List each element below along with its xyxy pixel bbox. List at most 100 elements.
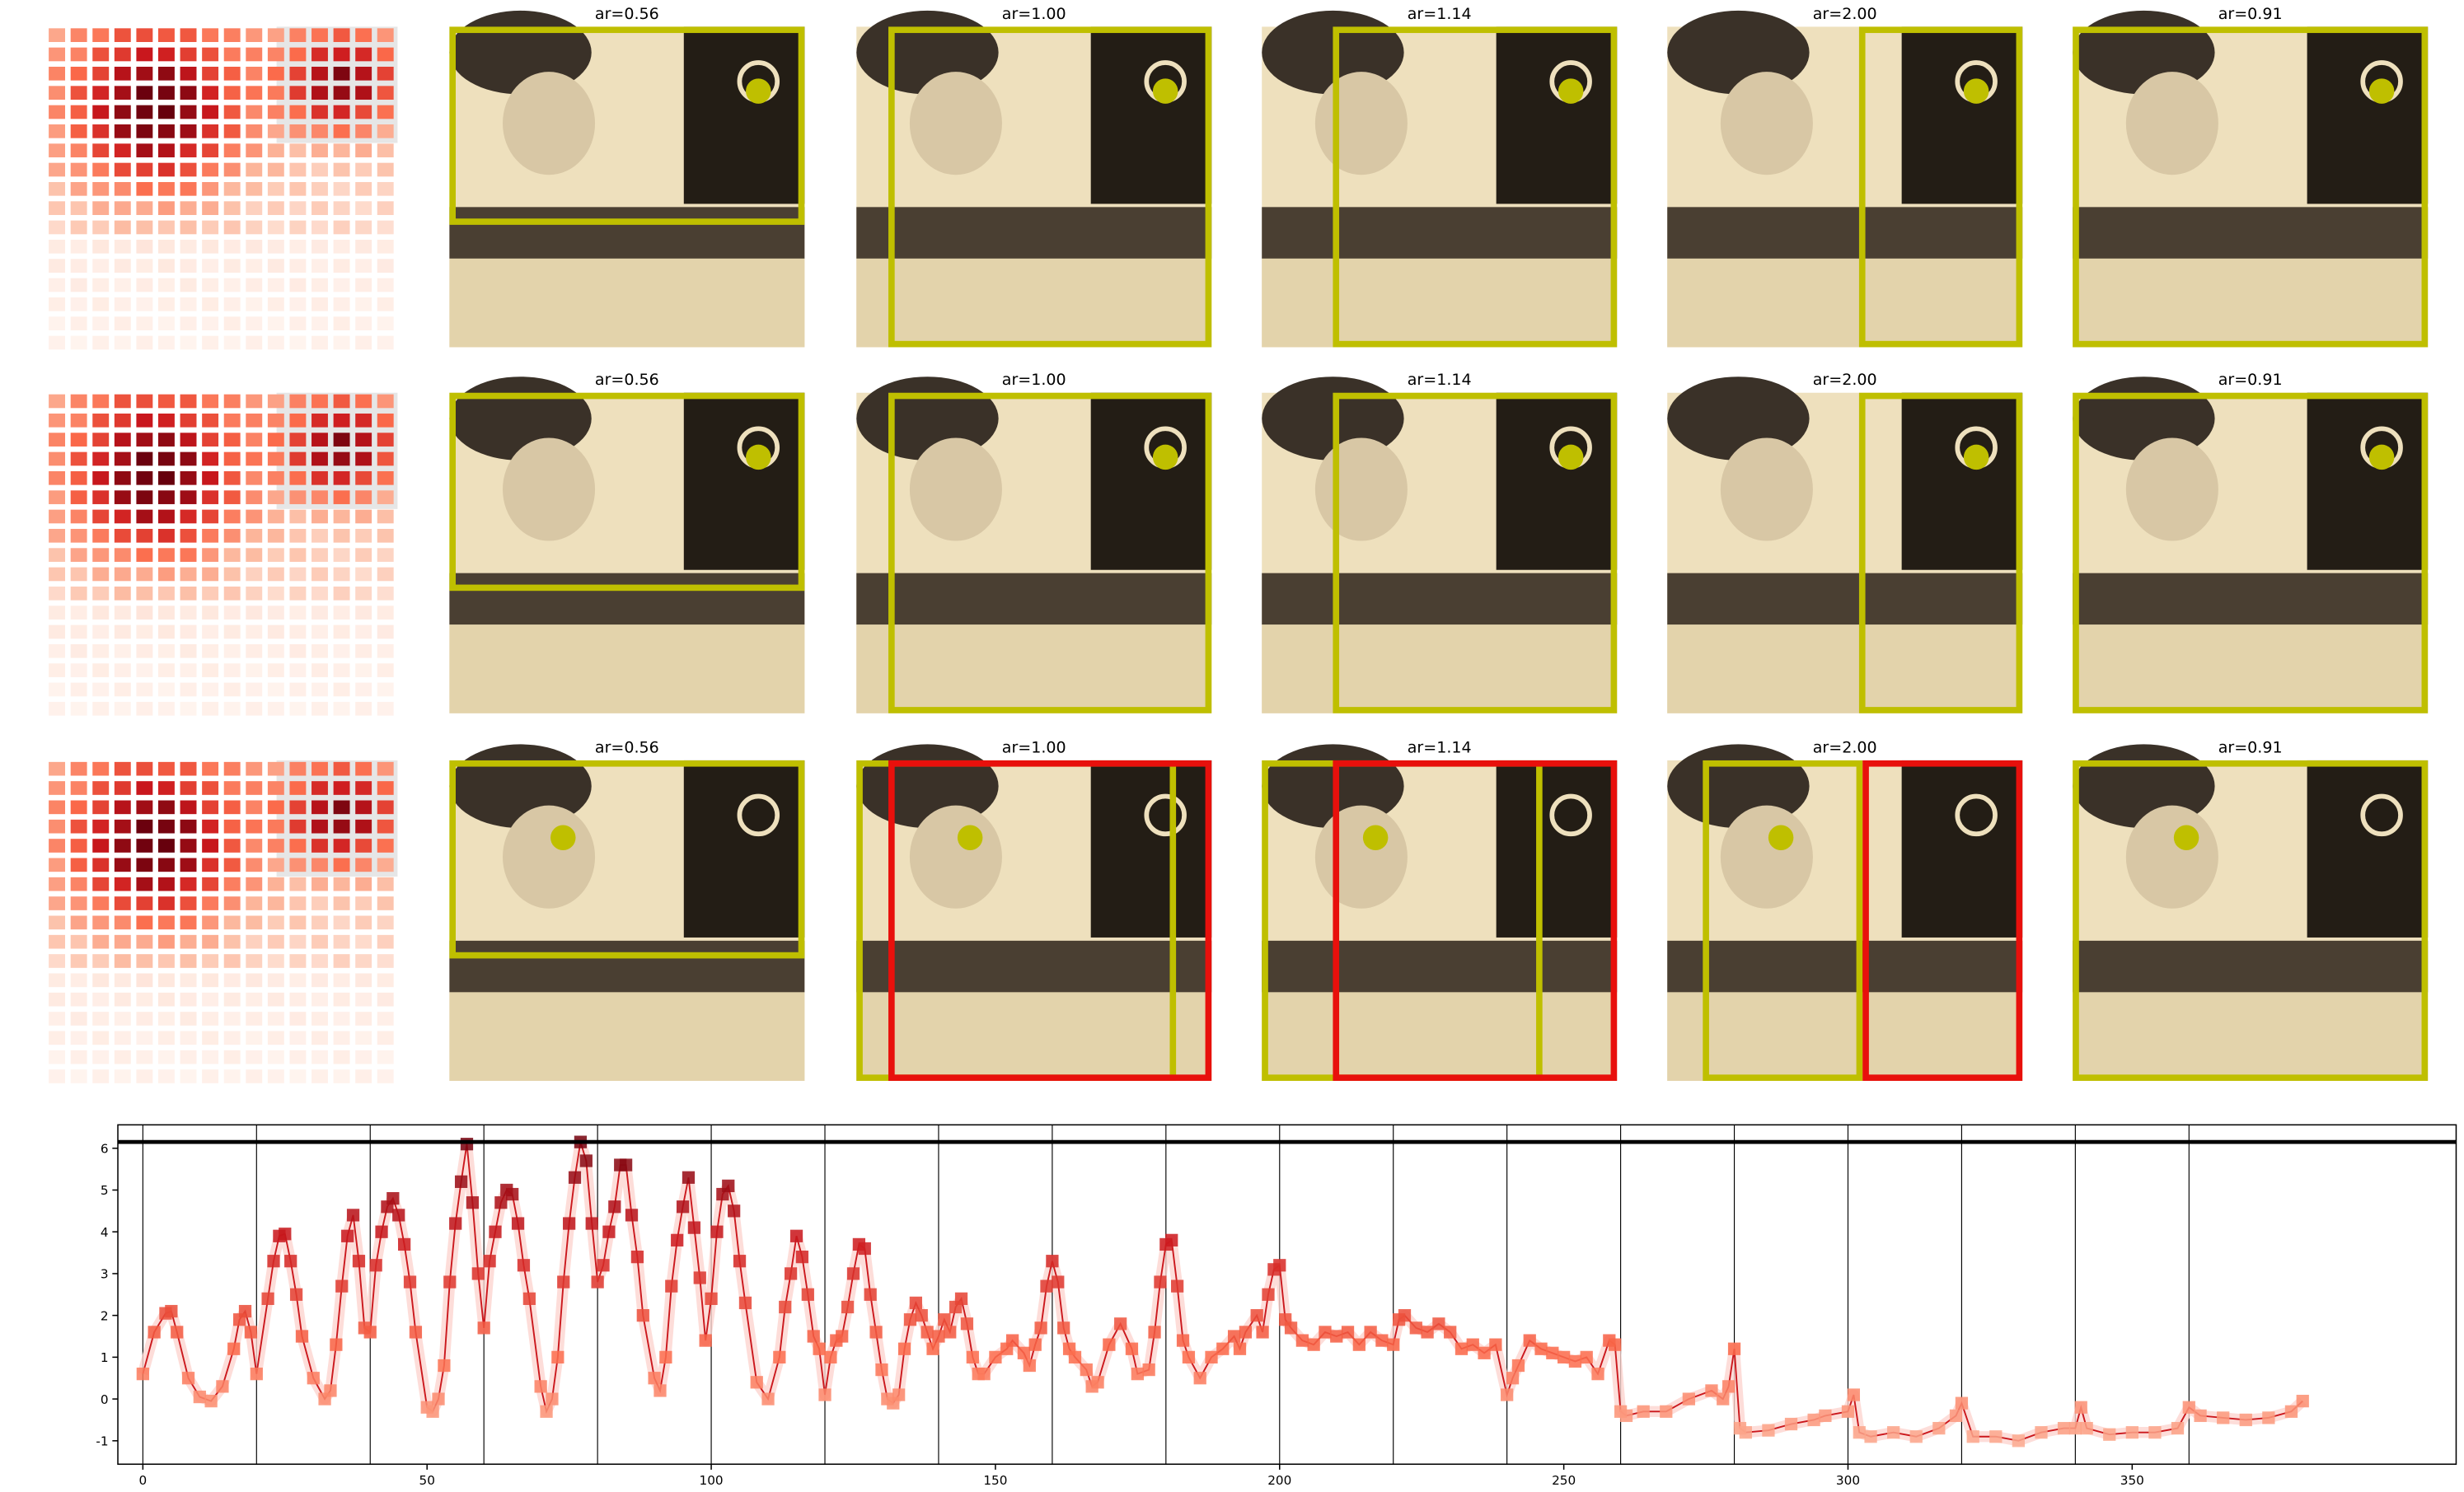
heatmap-cell [377, 934, 394, 949]
heatmap-cell [246, 335, 263, 350]
marker [1364, 1326, 1377, 1339]
heatmap-cell [49, 105, 66, 119]
heatmap-cell [136, 606, 153, 620]
heatmap-cell [333, 858, 350, 872]
photo-backdrop [1496, 760, 1618, 938]
marker [1722, 1380, 1736, 1393]
heatmap-cell [202, 28, 219, 42]
crop-box [1703, 760, 1863, 1081]
heatmap-cell [70, 433, 87, 447]
heatmap-cell [180, 490, 197, 504]
marker [1853, 1426, 1866, 1439]
heatmap-cell [180, 1050, 197, 1064]
heatmap-cell [180, 586, 197, 601]
photo-water [1262, 258, 1618, 348]
heatmap-cell [180, 548, 197, 562]
x-tick-label: 50 [419, 1473, 435, 1488]
heatmap-cell [355, 954, 372, 968]
heatmap-cell [377, 86, 394, 100]
attention-heatmap [49, 392, 398, 716]
photo-water [449, 992, 805, 1081]
heatmap-cell [180, 858, 197, 872]
marker [136, 1368, 149, 1381]
heatmap-cell [114, 162, 131, 177]
heatmap-cell [333, 548, 350, 562]
photo-lane-rope [856, 940, 1212, 993]
photo-lane-rope [1262, 207, 1618, 259]
heatmap-cell [92, 528, 110, 543]
heatmap-cell [333, 761, 350, 776]
heatmap-cell [312, 548, 328, 562]
y-tick-label: 5 [101, 1183, 109, 1198]
heatmap-cell [92, 259, 110, 273]
marker [449, 1217, 462, 1230]
heatmap-cell [202, 105, 219, 119]
marker [551, 1350, 564, 1364]
heatmap-cell [180, 105, 197, 119]
marker [426, 1405, 439, 1418]
heatmap-cell [355, 316, 372, 330]
heatmap-cell [70, 992, 87, 1007]
heatmap-cell [377, 781, 394, 795]
crop-box [1858, 26, 2023, 348]
photo-water [856, 258, 1212, 348]
heatmap-cell [136, 567, 153, 582]
heatmap-cell [289, 335, 307, 350]
heatmap-cell [49, 47, 66, 62]
marker [477, 1321, 490, 1335]
heatmap-cell [92, 433, 110, 447]
marker [1398, 1309, 1412, 1322]
heatmap-cell [157, 682, 175, 697]
marker [1568, 1354, 1582, 1368]
heatmap-cell [92, 1050, 110, 1064]
heatmap-cell [246, 86, 263, 100]
heatmap-cell [289, 394, 307, 409]
marker [1421, 1326, 1434, 1339]
marker [1762, 1424, 1775, 1437]
heatmap-cell [312, 973, 328, 988]
heatmap-cell [377, 239, 394, 254]
heatmap-cell [289, 528, 307, 543]
heatmap-cell [333, 1069, 350, 1083]
heatmap-cell [333, 124, 350, 138]
heatmap-cell [377, 1031, 394, 1045]
marker [2239, 1413, 2252, 1427]
heatmap-cell [202, 1012, 219, 1026]
marker [289, 1288, 303, 1301]
heatmap-cell [312, 528, 328, 543]
heatmap-cell [136, 220, 153, 235]
marker [1034, 1321, 1047, 1335]
heatmap-cell [114, 567, 131, 582]
image-panel: ar=0.91 [2073, 5, 2429, 348]
heatmap-cell [157, 181, 175, 196]
heatmap-cell [114, 858, 131, 872]
heatmap-cell [312, 896, 328, 910]
heatmap-cell [92, 643, 110, 658]
marker [750, 1376, 763, 1389]
heatmap-cell [333, 394, 350, 409]
marker [363, 1326, 377, 1339]
heatmap-cell [70, 67, 87, 81]
heatmap-cell [92, 278, 110, 292]
panel-title: ar=1.00 [1002, 738, 1066, 756]
photo-backdrop [2307, 392, 2429, 570]
marker [1046, 1255, 1059, 1268]
photo-backdrop [2307, 26, 2429, 204]
heatmap-cell [312, 1012, 328, 1026]
heatmap-cell [92, 839, 110, 853]
marker [938, 1313, 951, 1326]
heatmap-cell [246, 1050, 263, 1064]
heatmap-cell [49, 278, 66, 292]
heatmap-cell [70, 973, 87, 988]
marker [1609, 1338, 1622, 1351]
heatmap-cell [312, 143, 328, 157]
heatmap-cell [136, 509, 153, 524]
focus-point [746, 444, 771, 470]
heatmap-cell [246, 643, 263, 658]
photo-lane-rope [1262, 573, 1618, 625]
heatmap-cell [180, 1069, 197, 1083]
heatmap-cell [157, 643, 175, 658]
marker [1154, 1275, 1167, 1289]
marker [1955, 1396, 1969, 1410]
heatmap-cell [70, 624, 87, 639]
